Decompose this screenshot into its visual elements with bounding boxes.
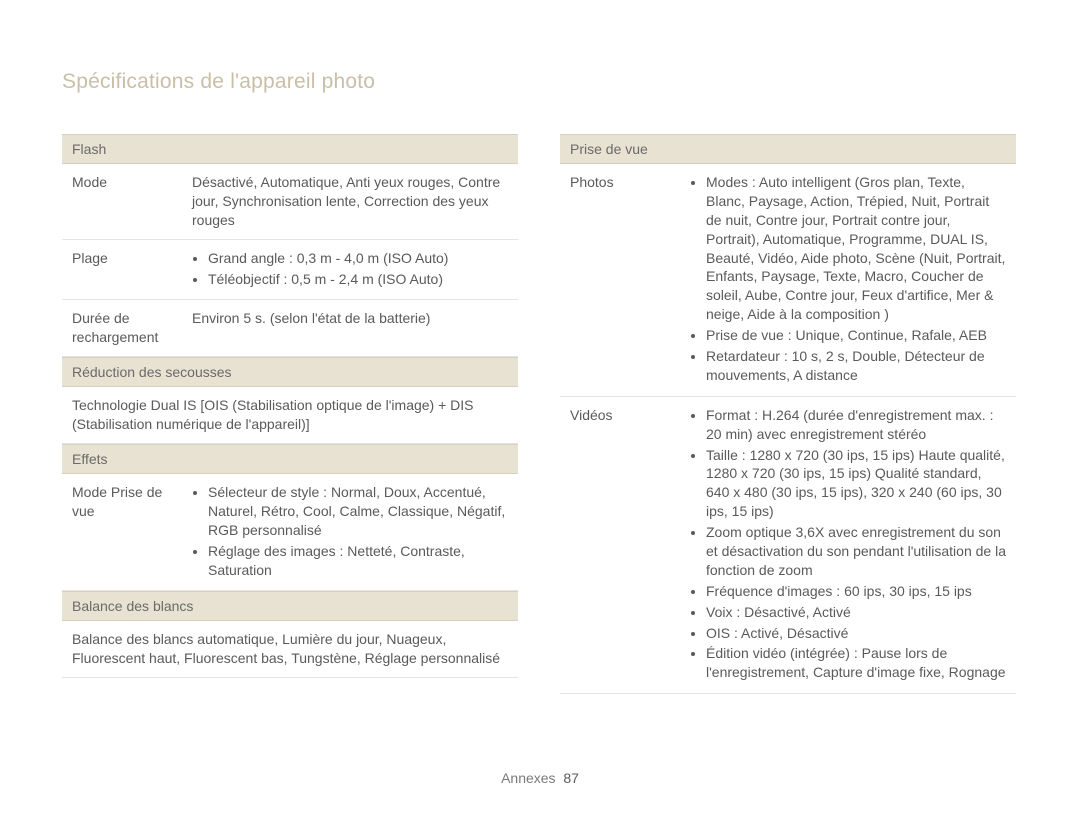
list-item: OIS : Activé, Désactivé bbox=[706, 624, 1006, 643]
list-item: Grand angle : 0,3 m - 4,0 m (ISO Auto) bbox=[208, 249, 508, 268]
list-item: Voix : Désactivé, Activé bbox=[706, 603, 1006, 622]
label-videos: Vidéos bbox=[570, 406, 690, 684]
label-flash-plage: Plage bbox=[72, 249, 192, 291]
label-flash-mode: Mode bbox=[72, 173, 192, 230]
left-column: Flash Mode Désactivé, Automatique, Anti … bbox=[62, 134, 518, 694]
row-photos: Photos Modes : Auto intelligent (Gros pl… bbox=[560, 164, 1016, 397]
footer-page-number: 87 bbox=[563, 770, 579, 786]
row-reduction: Technologie Dual IS [OIS (Stabilisation … bbox=[62, 387, 518, 444]
value-photos: Modes : Auto intelligent (Gros plan, Tex… bbox=[690, 173, 1006, 387]
value-flash-plage: Grand angle : 0,3 m - 4,0 m (ISO Auto) T… bbox=[192, 249, 508, 291]
value-flash-recharge: Environ 5 s. (selon l'état de la batteri… bbox=[192, 309, 508, 347]
label-flash-recharge: Durée de rechargement bbox=[72, 309, 192, 347]
row-effets-mode: Mode Prise de vue Sélecteur de style : N… bbox=[62, 474, 518, 591]
list-item: Zoom optique 3,6X avec enregistrement du… bbox=[706, 523, 1006, 580]
value-flash-mode: Désactivé, Automatique, Anti yeux rouges… bbox=[192, 173, 508, 230]
list-item: Sélecteur de style : Normal, Doux, Accen… bbox=[208, 483, 508, 540]
list-item: Format : H.264 (durée d'enregistrement m… bbox=[706, 406, 1006, 444]
label-photos: Photos bbox=[570, 173, 690, 387]
row-flash-recharge: Durée de rechargement Environ 5 s. (selo… bbox=[62, 300, 518, 357]
label-effets-mode: Mode Prise de vue bbox=[72, 483, 192, 581]
row-flash-plage: Plage Grand angle : 0,3 m - 4,0 m (ISO A… bbox=[62, 240, 518, 301]
section-header-reduction: Réduction des secousses bbox=[62, 357, 518, 387]
page-title: Spécifications de l'appareil photo bbox=[62, 70, 375, 94]
list-item: Téléobjectif : 0,5 m - 2,4 m (ISO Auto) bbox=[208, 270, 508, 289]
row-videos: Vidéos Format : H.264 (durée d'enregistr… bbox=[560, 397, 1016, 694]
footer: Annexes 87 bbox=[0, 770, 1080, 786]
section-header-balance: Balance des blancs bbox=[62, 591, 518, 621]
list-item: Édition vidéo (intégrée) : Pause lors de… bbox=[706, 644, 1006, 682]
value-effets-mode: Sélecteur de style : Normal, Doux, Accen… bbox=[192, 483, 508, 581]
value-videos: Format : H.264 (durée d'enregistrement m… bbox=[690, 406, 1006, 684]
list-item: Retardateur : 10 s, 2 s, Double, Détecte… bbox=[706, 347, 1006, 385]
list-item: Fréquence d'images : 60 ips, 30 ips, 15 … bbox=[706, 582, 1006, 601]
right-column: Prise de vue Photos Modes : Auto intelli… bbox=[560, 134, 1016, 694]
footer-section-label: Annexes bbox=[501, 770, 555, 786]
row-flash-mode: Mode Désactivé, Automatique, Anti yeux r… bbox=[62, 164, 518, 240]
section-header-prise: Prise de vue bbox=[560, 134, 1016, 164]
section-header-effets: Effets bbox=[62, 444, 518, 474]
list-item: Réglage des images : Netteté, Contraste,… bbox=[208, 542, 508, 580]
list-item: Prise de vue : Unique, Continue, Rafale,… bbox=[706, 326, 1006, 345]
list-item: Taille : 1280 x 720 (30 ips, 15 ips) Hau… bbox=[706, 446, 1006, 522]
spec-columns: Flash Mode Désactivé, Automatique, Anti … bbox=[62, 134, 1016, 694]
row-balance: Balance des blancs automatique, Lumière … bbox=[62, 621, 518, 678]
section-header-flash: Flash bbox=[62, 134, 518, 164]
list-item: Modes : Auto intelligent (Gros plan, Tex… bbox=[706, 173, 1006, 324]
